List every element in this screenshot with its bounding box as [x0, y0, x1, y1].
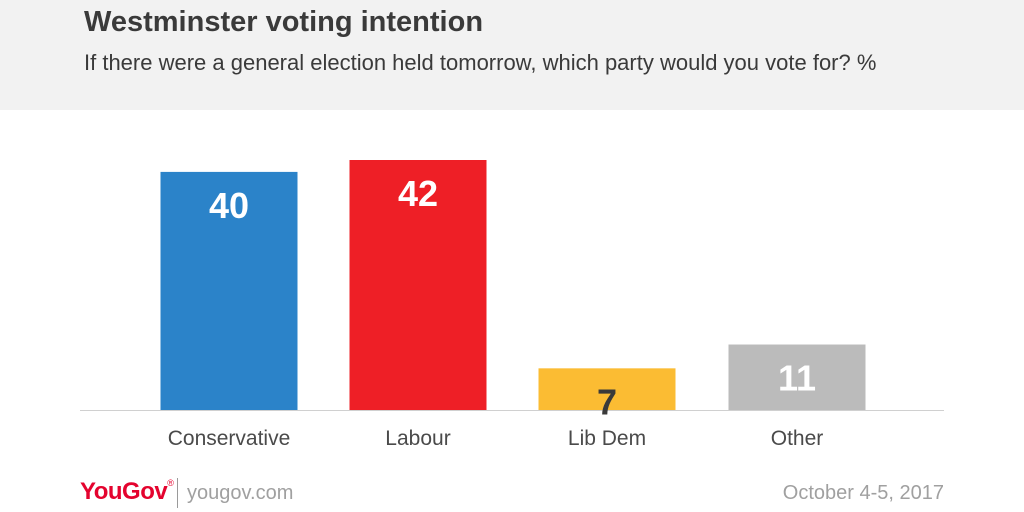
footer-date: October 4-5, 2017: [782, 482, 944, 504]
bar-lib-dem: [538, 368, 676, 410]
footer-url: yougov.com: [187, 482, 294, 504]
footer-divider: [177, 478, 178, 508]
chart-subtitle: If there were a general election held to…: [84, 50, 877, 75]
bar-chart: 40 Conservative 42 Labour 7 Lib Dem 11 Other: [80, 160, 944, 450]
value-label-conservative: 40: [209, 185, 249, 226]
category-label-other: Other: [771, 427, 824, 450]
header-panel: Westminster voting intention If there we…: [0, 0, 1024, 110]
category-label-conservative: Conservative: [168, 427, 291, 450]
bar-other: [728, 344, 866, 410]
value-label-lib-dem: 7: [597, 381, 617, 422]
value-label-other: 11: [778, 358, 816, 399]
category-label-labour: Labour: [385, 427, 450, 450]
bar-conservative: [160, 171, 298, 410]
value-label-labour: 42: [398, 173, 438, 214]
category-label-lib-dem: Lib Dem: [568, 427, 646, 450]
yougov-logo: YouGov®: [80, 478, 174, 505]
bar-labour: [349, 160, 487, 410]
chart-title: Westminster voting intention: [84, 6, 484, 38]
